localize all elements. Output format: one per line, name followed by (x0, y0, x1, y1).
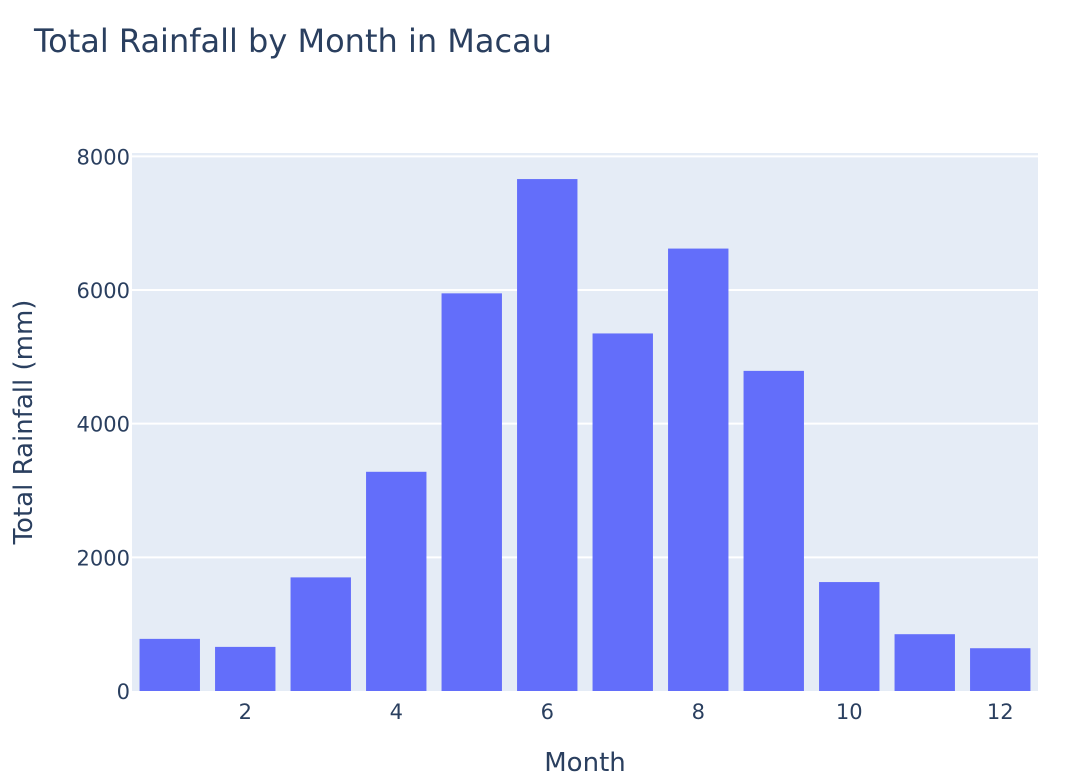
bar (366, 471, 427, 691)
bar (139, 638, 200, 691)
y-axis-title: Total Rainfall (mm) (9, 300, 39, 546)
x-tick-label: 10 (836, 700, 863, 724)
bar (290, 577, 351, 691)
x-tick-label: 4 (390, 700, 403, 724)
bar (970, 648, 1031, 691)
gridlines (132, 155, 1038, 559)
x-tick-label: 2 (239, 700, 252, 724)
bar (894, 634, 955, 691)
bar (743, 370, 804, 691)
x-tick-label: 12 (987, 700, 1014, 724)
y-tick-label: 0 (117, 680, 130, 704)
y-tick-label: 8000 (77, 145, 130, 169)
x-axis-ticks: 2 4 6 8 10 12 (239, 700, 1014, 724)
plot-area (132, 153, 1038, 691)
x-tick-label: 8 (692, 700, 705, 724)
bar (517, 179, 578, 692)
bar (441, 293, 502, 691)
x-axis-title: Month (544, 748, 626, 777)
bar (592, 333, 653, 691)
bar (819, 582, 880, 691)
x-tick-label: 6 (541, 700, 554, 724)
bar (668, 248, 729, 691)
y-tick-label: 4000 (77, 413, 130, 437)
y-tick-label: 2000 (77, 546, 130, 570)
y-axis-ticks: 0 2000 4000 6000 8000 (77, 145, 130, 704)
bars (139, 179, 1031, 692)
chart-title: Total Rainfall by Month in Macau (33, 22, 552, 60)
y-tick-label: 6000 (77, 279, 130, 303)
bar (215, 646, 276, 691)
